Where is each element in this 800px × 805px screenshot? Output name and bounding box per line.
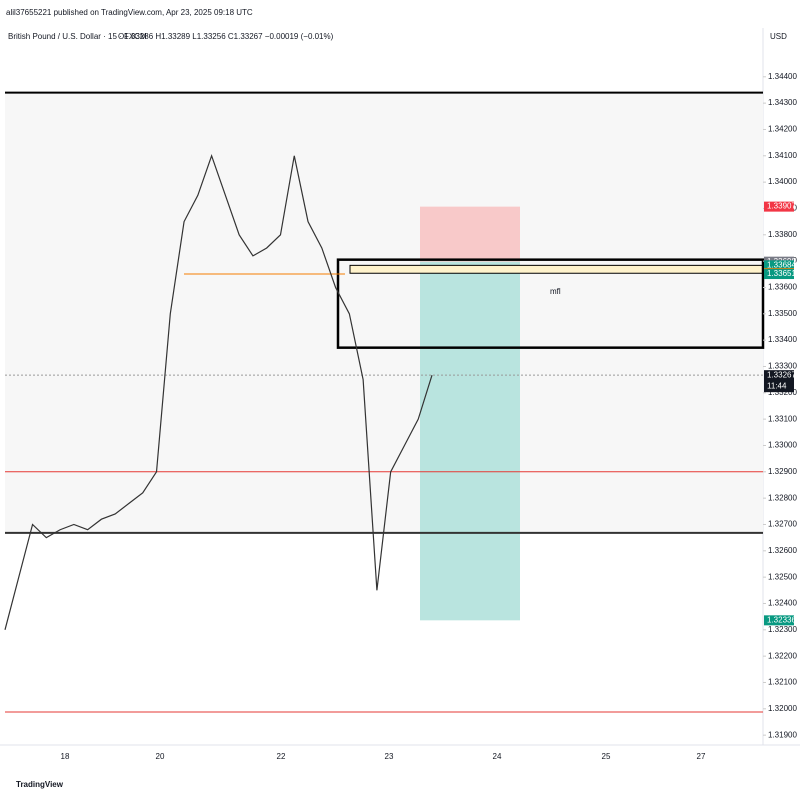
price-badge [764, 269, 794, 280]
y-tick-label: 1.33100 [768, 414, 797, 423]
price-badge-label: 1.33907 [767, 202, 796, 211]
price-badge [764, 370, 794, 393]
price-badge-label: 1.33684 [767, 260, 796, 269]
price-badge [764, 201, 794, 212]
box [336, 258, 765, 349]
y-tick-label: 1.33300 [768, 362, 797, 371]
countdown: 11:44 [767, 381, 787, 390]
y-tick-label: 1.32700 [768, 520, 797, 529]
y-tick-label: 1.32300 [768, 625, 797, 634]
ohlc: O1.33286 H1.33289 L1.33256 C1.33267 −0.0… [118, 32, 334, 41]
price-badge-label: 1.33651 [767, 269, 796, 278]
range-zone [5, 92, 763, 533]
symbol: British Pound / U.S. Dollar · 15 · FXCM [8, 32, 147, 41]
y-tick-label: 1.32100 [768, 678, 797, 687]
stop-zone [420, 206, 520, 262]
y-tick-label: 1.33400 [768, 335, 797, 344]
y-tick-label: 1.32900 [768, 467, 797, 476]
y-tick-label: 1.33800 [768, 230, 797, 239]
x-tick-label: 27 [697, 752, 706, 761]
y-tick-label: 1.34300 [768, 98, 797, 107]
price-badge [764, 615, 794, 626]
y-tick-label: 1.33600 [768, 283, 797, 292]
x-tick-label: 22 [277, 752, 286, 761]
y-tick-label: 1.33500 [768, 309, 797, 318]
x-tick-label: 20 [156, 752, 165, 761]
y-tick-label: 1.32800 [768, 493, 797, 502]
y-tick-label: 1.34400 [768, 72, 797, 81]
y-tick-label: 1.34200 [768, 125, 797, 134]
y-tick-label: 1.33200 [768, 388, 797, 397]
y-tick-label: 1.31900 [768, 730, 797, 739]
y-tick-label: 1.34100 [768, 151, 797, 160]
published: alil37655221 published on TradingView.co… [6, 8, 253, 17]
price-badge-label: 1.33267 [767, 370, 796, 379]
y-tick-label: 1.32400 [768, 599, 797, 608]
y-tick-label: 1.32500 [768, 572, 797, 581]
y-tick-label: 1.32600 [768, 546, 797, 555]
price-line [4, 153, 433, 630]
brand: TradingView [16, 780, 64, 789]
y-tick-label: 1.32000 [768, 704, 797, 713]
y-tick-label: 1.34000 [768, 177, 797, 186]
x-tick-label: 25 [602, 752, 611, 761]
x-tick-label: 18 [61, 752, 70, 761]
currency: USD [770, 32, 787, 41]
x-tick-label: 23 [385, 752, 394, 761]
target-zone [420, 261, 520, 621]
y-tick-label: 1.32200 [768, 651, 797, 660]
supply-zone [349, 264, 764, 274]
price-badge [764, 260, 794, 271]
y-tick-label: 1.33000 [768, 441, 797, 450]
x-tick-label: 24 [493, 752, 502, 761]
annotation: mfl [550, 287, 561, 296]
price-badge-label: 1.32336 [767, 615, 796, 624]
